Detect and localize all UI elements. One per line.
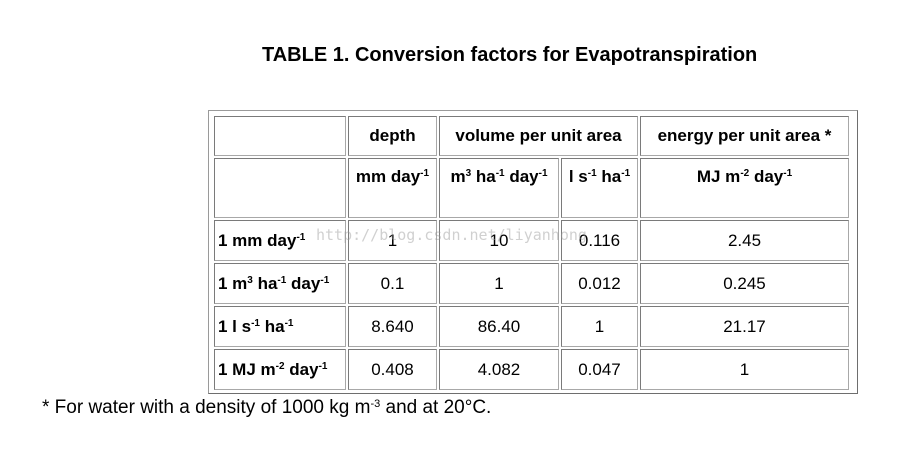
unit-ha-exp: -1 [621,168,631,179]
row-label-ha-exp: -1 [277,274,287,286]
row-label-mj-m2-day: 1 MJ m-2 day-1 [214,349,346,390]
table-cell: 10 [439,220,559,261]
table-row: 1 l s-1 ha-1 8.640 86.40 1 21.17 [214,306,849,347]
unit-day-exp: -1 [783,168,793,179]
row-label-day-exp: -1 [320,274,330,286]
table-cell: 0.1 [348,263,437,304]
row-label-m-exp: 3 [247,274,253,286]
footnote-exp: -3 [370,398,381,410]
unit-mm-day-exp: -1 [420,168,430,179]
table-row: 1 m3 ha-1 day-1 0.1 1 0.012 0.245 [214,263,849,304]
table-cell: 86.40 [439,306,559,347]
unit-s-exp: -1 [587,168,597,179]
table-row: 1 mm day-1 1 10 0.116 2.45 [214,220,849,261]
unit-mj-m2-day: MJ m-2 day-1 [640,158,849,218]
table-cell: 0.245 [640,263,849,304]
row-label-ha: ha [252,273,278,293]
unit-m-exp: -2 [740,168,750,179]
unit-mm-day-base: mm day [355,167,421,186]
table-cell: 0.408 [348,349,437,390]
row-label-s-exp: -1 [251,317,260,329]
unit-l-s-base: l s [568,167,588,186]
row-label-base: 1 mm day [218,230,297,250]
unit-day-base: day [504,167,539,186]
header-blank-cell [214,116,346,156]
row-label-m: 1 m [218,273,248,293]
table-cell: 1 [439,263,559,304]
row-label-day-exp: -1 [318,360,328,372]
row-label-day: day [284,359,319,379]
unit-mj-m-base: MJ m [696,167,741,186]
footnote: * For water with a density of 1000 kg m-… [42,397,491,419]
table-cell: 0.047 [561,349,638,390]
row-label-mm-day: 1 mm day-1 [214,220,346,261]
table-row: 1 MJ m-2 day-1 0.408 4.082 0.047 1 [214,349,849,390]
header-row-units-group: depth volume per unit area energy per un… [214,116,849,156]
table-title: TABLE 1. Conversion factors for Evapotra… [262,44,758,66]
row-label-ha-exp: -1 [284,317,294,329]
table-cell: 2.45 [640,220,849,261]
header-energy-per-unit-area: energy per unit area * [640,116,849,156]
unit-day-exp: -1 [538,168,548,179]
table-cell: 1 [561,306,638,347]
unit-l-s-ha: l s-1 ha-1 [561,158,638,218]
table-cell: 21.17 [640,306,849,347]
row-label-l-s-ha: 1 l s-1 ha-1 [214,306,346,347]
table-cell: 8.640 [348,306,437,347]
conversion-table-frame: depth volume per unit area energy per un… [208,110,858,394]
conversion-table: depth volume per unit area energy per un… [212,114,851,392]
table-cell: 1 [640,349,849,390]
footnote-text: * For water with a density of 1000 kg m [42,397,371,418]
unit-m-base: m [450,167,466,186]
row-label-mj: 1 MJ m [218,359,276,379]
unit-m-exp: 3 [465,168,472,179]
row-label-exp: -1 [296,231,306,243]
unit-ha-base: ha [596,167,622,186]
row-label-m-exp: -2 [275,360,285,372]
table-cell: 0.012 [561,263,638,304]
row-label-l: 1 l s [218,316,252,336]
header-volume-per-unit-area: volume per unit area [439,116,638,156]
header-row-units: mm day-1 m3 ha-1 day-1 l s-1 ha-1 MJ m-2… [214,158,849,218]
row-label-day: day [286,273,321,293]
unit-ha-exp: -1 [495,168,505,179]
header-depth: depth [348,116,437,156]
table-cell: 1 [348,220,437,261]
table-cell: 4.082 [439,349,559,390]
unit-mm-day: mm day-1 [348,158,437,218]
row-label-m3-ha-day: 1 m3 ha-1 day-1 [214,263,346,304]
table-cell: 0.116 [561,220,638,261]
footnote-text-end: and at 20°C. [380,397,492,418]
row-label-ha: ha [260,316,285,336]
unit-m3-ha-day: m3 ha-1 day-1 [439,158,559,218]
unit-day-base: day [749,167,784,186]
header-units-blank-cell [214,158,346,218]
unit-ha-base: ha [471,167,496,186]
